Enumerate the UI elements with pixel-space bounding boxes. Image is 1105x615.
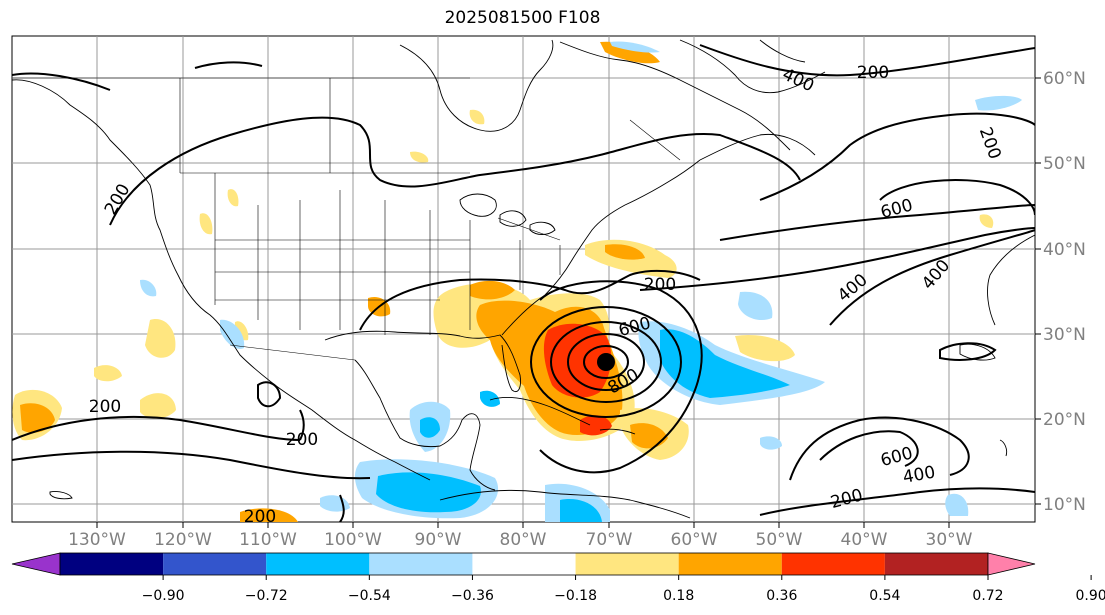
positive-field-9 xyxy=(605,244,645,260)
contour-label: 200 xyxy=(286,430,318,450)
latitude-label: 60°N xyxy=(1043,69,1086,89)
colorbar-tick-label: 0.36 xyxy=(766,588,797,604)
positive-field-19 xyxy=(199,213,213,235)
colorbar-box xyxy=(472,553,576,575)
contour-label: 200 xyxy=(244,507,276,527)
colorbar-box xyxy=(60,553,164,575)
colorbar-extend-low xyxy=(11,552,61,576)
positive-field-12 xyxy=(20,403,55,433)
negative-field-9 xyxy=(560,499,602,522)
positive-field-18 xyxy=(227,189,239,207)
longitude-label: 70°W xyxy=(586,530,633,550)
contour-label: 200 xyxy=(89,397,121,417)
colorbar-box xyxy=(266,553,370,575)
longitude-label: 60°W xyxy=(671,530,718,550)
colorbar-box xyxy=(163,553,267,575)
storm-center-marker xyxy=(597,353,615,371)
positive-field-13 xyxy=(145,319,176,358)
latitude-label: 30°N xyxy=(1043,325,1086,345)
negative-field-16 xyxy=(480,390,500,407)
longitude-label: 30°W xyxy=(926,530,973,550)
negative-field-10 xyxy=(975,95,1022,111)
colorbar-tick-label: 0.18 xyxy=(663,588,694,604)
axis-ticks xyxy=(96,77,1041,528)
colorbar-tick-label: 0.90 xyxy=(1076,588,1105,604)
latitude-labels: 60°N 50°N 40°N 30°N 20°N 10°N xyxy=(1043,69,1086,515)
positive-field-14 xyxy=(140,393,176,419)
colorbar-tick-label: −0.18 xyxy=(554,588,597,604)
latitude-label: 10°N xyxy=(1043,495,1086,515)
negative-field-3 xyxy=(738,291,773,321)
colorbar-extend-high xyxy=(987,552,1036,576)
longitude-label: 50°W xyxy=(756,530,803,550)
colorbar-box xyxy=(678,553,782,575)
positive-field-21 xyxy=(410,151,429,163)
contour-label: 200 xyxy=(857,63,889,83)
negative-field-2 xyxy=(660,329,790,398)
negative-field-14 xyxy=(760,436,782,450)
negative-field-12 xyxy=(220,319,245,349)
positive-field-7 xyxy=(630,423,668,449)
longitude-label: 80°W xyxy=(500,530,547,550)
latitude-label: 50°N xyxy=(1043,154,1086,174)
positive-field-3 xyxy=(543,323,612,398)
positive-field-5 xyxy=(470,280,515,300)
positive-field-10 xyxy=(735,334,795,362)
positive-field-17 xyxy=(600,41,660,64)
colorbar-tick-labels: −0.90 −0.72 −0.54 −0.36 −0.18 0.18 0.36 0.54 0.7… xyxy=(142,588,1105,604)
colorbar-tick-label: −0.90 xyxy=(142,588,185,604)
colorbar-box xyxy=(575,553,679,575)
colorbar-tick-label: −0.54 xyxy=(348,588,391,604)
latitude-label: 20°N xyxy=(1043,410,1086,430)
negative-field-17 xyxy=(610,41,660,53)
positive-field-4 xyxy=(580,415,612,436)
longitude-label: 130°W xyxy=(68,530,126,550)
longitude-label: 90°W xyxy=(415,530,462,550)
negative-field-7 xyxy=(420,417,440,438)
positive-field-22 xyxy=(469,109,485,125)
colorbar-box xyxy=(781,553,885,575)
map-title: 2025081500 F108 xyxy=(444,8,601,28)
negative-field-15 xyxy=(945,493,969,516)
colorbar xyxy=(11,552,1092,580)
positive-field-20 xyxy=(979,214,994,228)
contours xyxy=(12,44,1035,522)
contour-label: 200 xyxy=(644,275,676,295)
longitude-label: 120°W xyxy=(154,530,212,550)
negative-field-5 xyxy=(376,472,481,513)
colorbar-tick-label: −0.36 xyxy=(451,588,494,604)
colorbar-tick-label: −0.72 xyxy=(245,588,288,604)
colorbar-tick-label: 0.54 xyxy=(869,588,900,604)
colorbar-box xyxy=(884,553,988,575)
longitude-labels: 130°W 120°W 110°W 100°W 90°W 80°W 70°W 60°W 50°W… xyxy=(68,530,973,550)
shaded-fields xyxy=(12,41,1022,522)
colorbar-tick-label: 0.72 xyxy=(972,588,1003,604)
colorbar-box xyxy=(369,553,473,575)
longitude-label: 40°W xyxy=(841,530,888,550)
longitude-label: 100°W xyxy=(324,530,382,550)
positive-field-23 xyxy=(240,508,298,522)
longitude-label: 110°W xyxy=(239,530,297,550)
latitude-label: 40°N xyxy=(1043,240,1086,260)
negative-field-11 xyxy=(140,279,157,297)
positive-field-15 xyxy=(94,365,122,382)
